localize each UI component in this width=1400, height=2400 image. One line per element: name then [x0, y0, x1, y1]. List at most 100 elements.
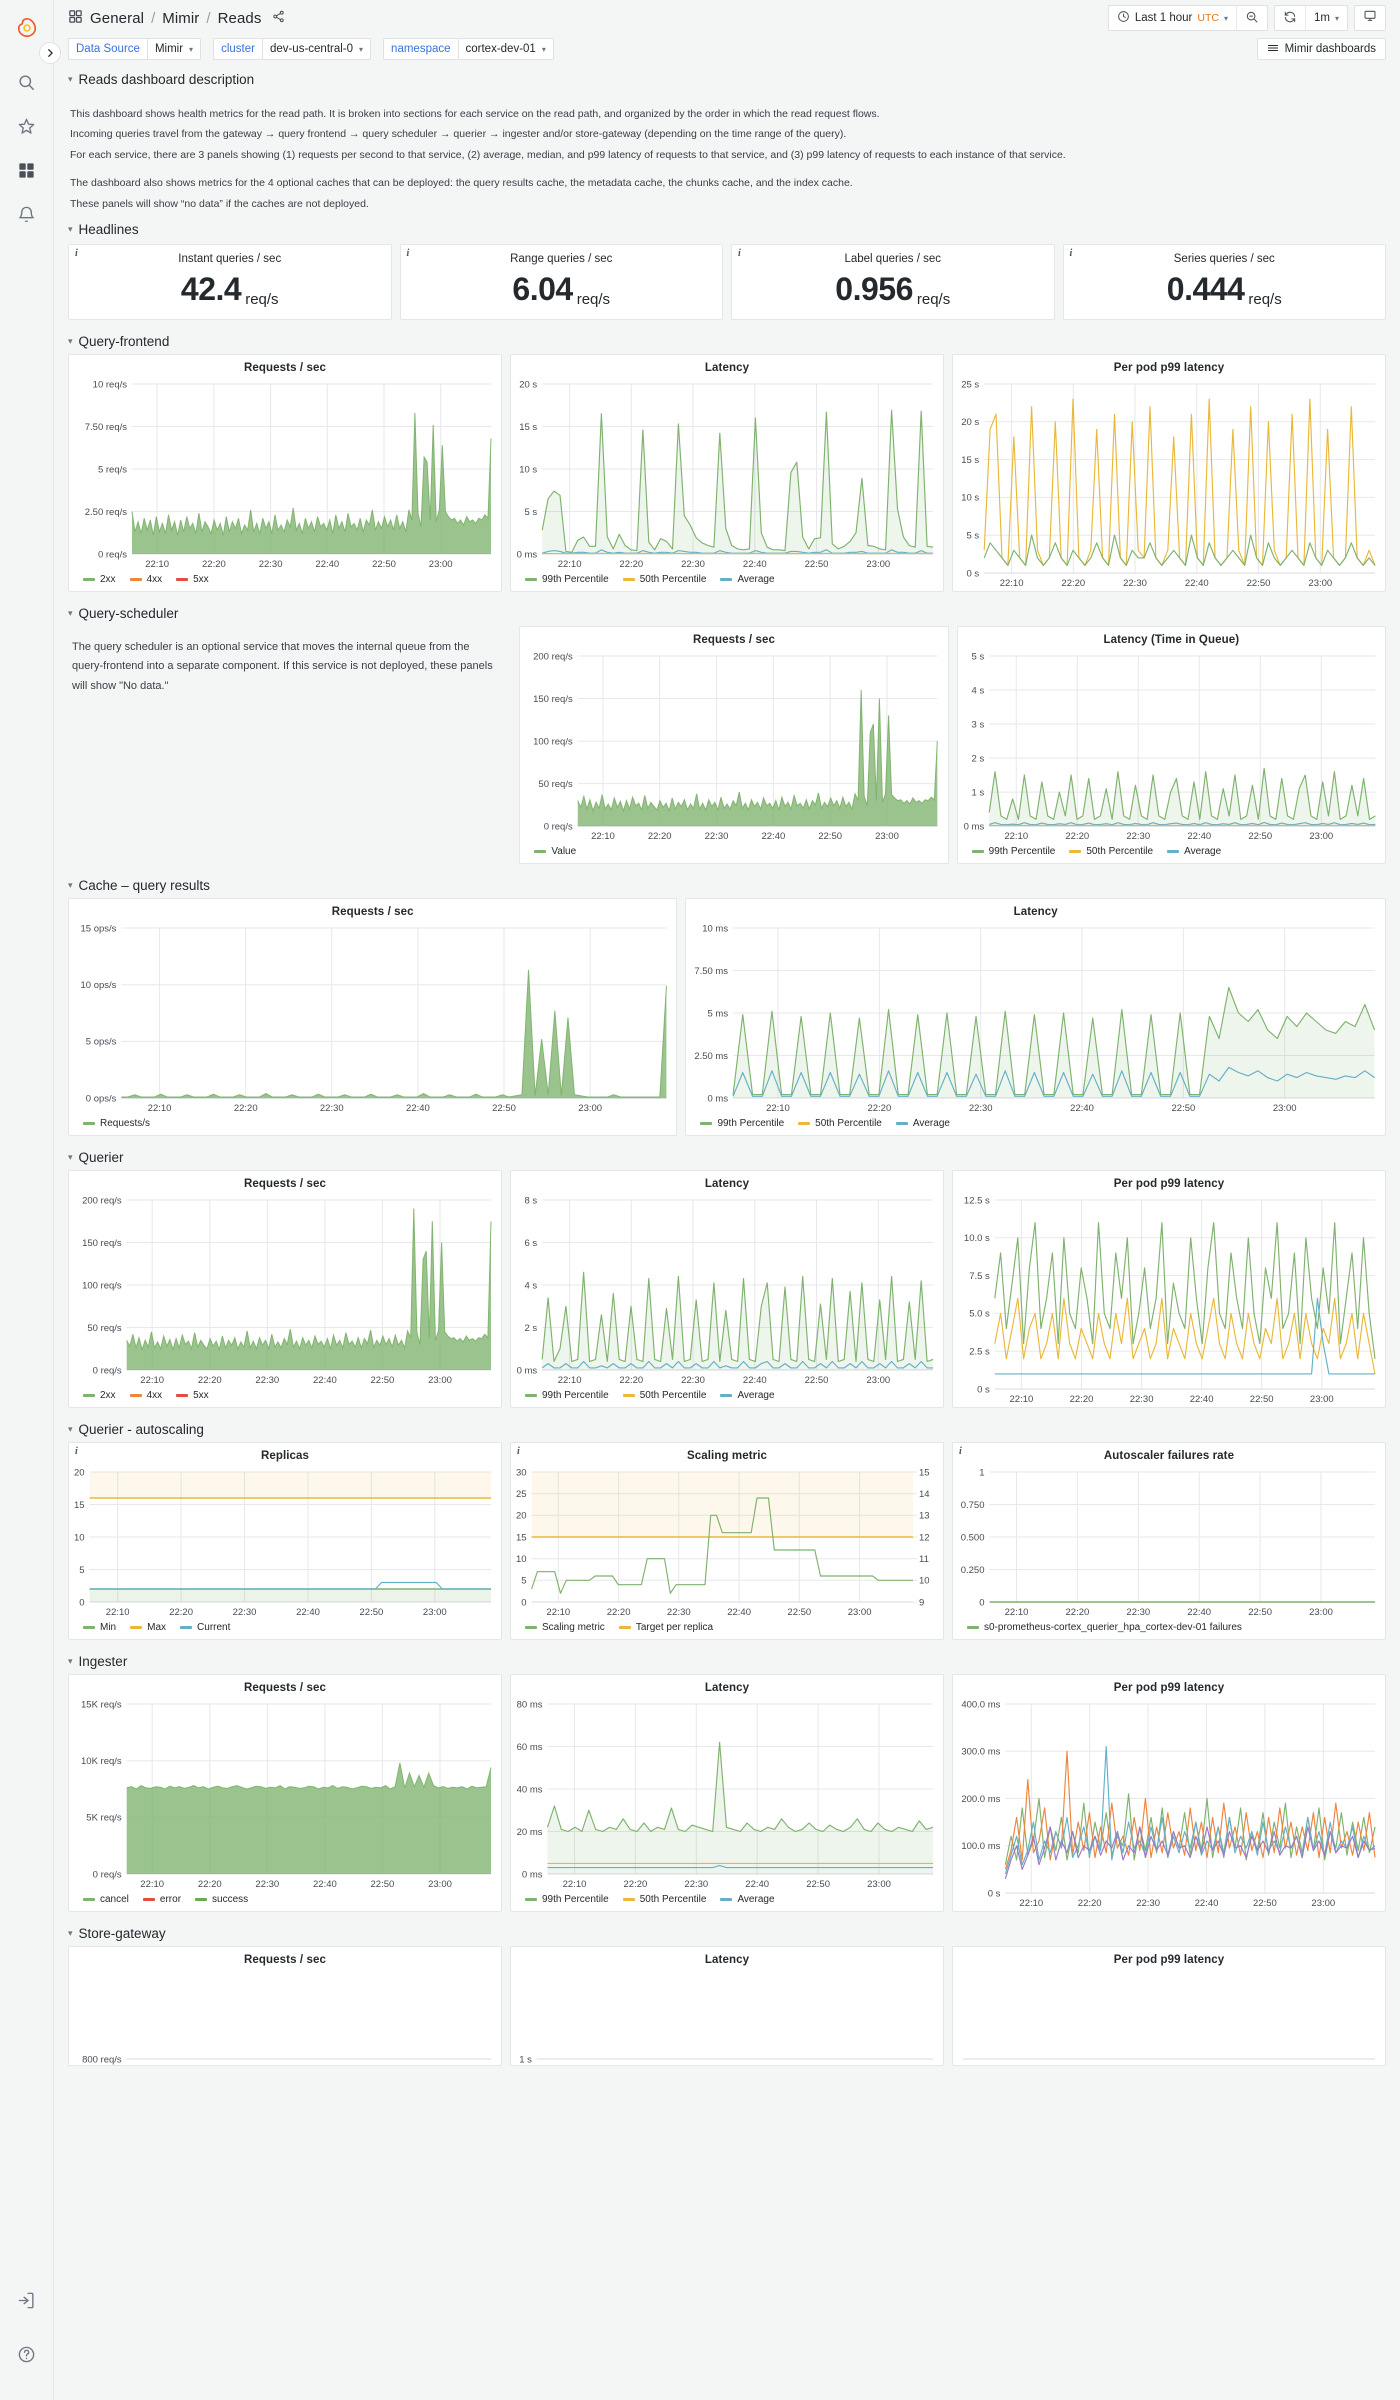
panel-autoscaling-replicas[interactable]: i Replicas 0 5 10 15 20 22:10 22:20 22:30 22:40 22:…	[68, 1442, 502, 1640]
legend-item[interactable]: Average	[720, 1390, 775, 1401]
row-header-query-scheduler[interactable]: ▾ Query-scheduler	[68, 600, 1386, 626]
panel-plot-area[interactable]: 0 req/s 2.50 req/s 5 req/s 7.50 req/s 10 req…	[69, 376, 501, 572]
panel-autoscaling-scaling-metric[interactable]: i Scaling metric 0 5 10 15 20 25 30 9 10 11 12 13 14 15…	[510, 1442, 944, 1640]
legend-item[interactable]: 50th Percentile	[622, 1390, 706, 1401]
info-icon[interactable]: i	[75, 248, 78, 259]
rail-expand-button[interactable]	[39, 42, 61, 64]
legend-item[interactable]: 99th Percentile	[700, 1118, 784, 1129]
refresh-button[interactable]	[1275, 6, 1306, 30]
panel-autoscaling-failures-rate[interactable]: i Autoscaler failures rate 0 0.250 0.500 0.75…	[952, 1442, 1386, 1640]
legend-item[interactable]: Target per replica	[618, 1622, 713, 1633]
stat-panel-instant-queries[interactable]: i Instant queries / sec 42.4 req/s	[68, 244, 392, 320]
panel-plot-area[interactable]: 0 req/s 50 req/s 100 req/s 150 req/s 200 req…	[520, 648, 947, 844]
dashboards-icon[interactable]	[7, 150, 47, 190]
legend-item[interactable]: Scaling metric	[525, 1622, 605, 1633]
legend-item[interactable]: 2xx	[83, 1390, 116, 1401]
panel-plot-area[interactable]: 0 s 5 s 10 s 15 s 20 s 25 s 22:10 22:20 22:30 22:…	[953, 376, 1385, 591]
panel-plot-area[interactable]: 0 ms 2.50 ms 5 ms 7.50 ms 10 ms 22:10 22:20 22:…	[686, 920, 1385, 1116]
variable-value-datasource[interactable]: Mimir ▾	[146, 38, 202, 60]
mimir-dashboards-link[interactable]: Mimir dashboards	[1256, 38, 1386, 60]
panel-plot-area[interactable]: 0 s 2.5 s 5.0 s 7.5 s 10.0 s 12.5 s 22:10 22:20…	[953, 1192, 1385, 1407]
search-icon[interactable]	[7, 62, 47, 102]
panel-cache-latency[interactable]: Latency 0 ms 2.50 ms 5 ms 7.50 ms 10 ms 22:10 2…	[685, 898, 1386, 1136]
stat-panel-series-queries[interactable]: i Series queries / sec 0.444 req/s	[1062, 244, 1386, 320]
legend-item[interactable]: Min	[83, 1622, 116, 1633]
row-header-cache-query-results[interactable]: ▾ Cache – query results	[68, 872, 1386, 898]
legend-item[interactable]: s0-prometheus-cortex_querier_hpa_cortex-…	[967, 1622, 1242, 1633]
time-range-picker[interactable]: Last 1 hour UTC ▾	[1109, 6, 1237, 30]
grafana-logo-icon[interactable]	[7, 8, 47, 48]
panel-plot-area[interactable]: 0 0.250 0.500 0.750 1 22:10 22:20 22:30 22:40 22:…	[953, 1464, 1385, 1620]
info-icon[interactable]: i	[1069, 248, 1073, 259]
info-icon[interactable]: i	[738, 248, 741, 259]
panel-plot-area[interactable]: 0 ms 20 ms 40 ms 60 ms 80 ms 22:10 22:20 22:30 2…	[511, 1696, 943, 1892]
panel-sg-latency[interactable]: Latency 1 s	[510, 1946, 944, 2066]
panel-plot-area[interactable]: 0 5 10 15 20 22:10 22:20 22:30 22:40 22:50 23:00	[69, 1464, 501, 1620]
row-header-querier-autoscaling[interactable]: ▾ Querier - autoscaling	[68, 1416, 1386, 1442]
panel-plot-area[interactable]	[953, 1968, 1385, 2065]
breadcrumb-item-mimir[interactable]: Mimir	[162, 9, 200, 27]
panel-plot-area[interactable]: 0 ms 2 s 4 s 6 s 8 s 22:10 22:20 22:30 22:40 22:5…	[511, 1192, 943, 1388]
starred-icon[interactable]	[7, 106, 47, 146]
legend-item[interactable]: 50th Percentile	[622, 574, 706, 585]
stat-panel-label-queries[interactable]: i Label queries / sec 0.956 req/s	[731, 244, 1055, 320]
legend-item[interactable]: 2xx	[83, 574, 116, 585]
zoom-out-button[interactable]	[1237, 6, 1267, 30]
panel-querier-requests-per-sec[interactable]: Requests / sec 0 req/s 50 req/s 100 req/s 15…	[68, 1170, 502, 1408]
info-icon[interactable]: i	[406, 248, 410, 259]
tv-mode-button[interactable]	[1354, 5, 1386, 31]
legend-item[interactable]: 50th Percentile	[798, 1118, 882, 1129]
panel-plot-area[interactable]: 0 5 10 15 20 25 30 9 10 11 12 13 14 15 22:10 22:20 22:30…	[511, 1464, 943, 1620]
legend-item[interactable]: Requests/s	[83, 1118, 150, 1129]
panel-sg-requests-per-sec[interactable]: Requests / sec 800 req/s	[68, 1946, 502, 2066]
legend-item[interactable]: Value	[534, 846, 576, 857]
row-header-reads-dashboard-description[interactable]: ▾ Reads dashboard description	[68, 66, 1386, 92]
legend-item[interactable]: cancel	[83, 1894, 129, 1905]
legend-item[interactable]: 99th Percentile	[525, 1894, 609, 1905]
legend-item[interactable]: Current	[180, 1622, 230, 1633]
legend-item[interactable]: 4xx	[129, 1390, 162, 1401]
legend-item[interactable]: 4xx	[129, 574, 162, 585]
variable-value-cluster[interactable]: dev-us-central-0 ▾	[261, 38, 372, 60]
legend-item[interactable]: 50th Percentile	[622, 1894, 706, 1905]
panel-plot-area[interactable]: 0 s 100.0 ms 200.0 ms 300.0 ms 400.0 ms 22:10…	[953, 1696, 1385, 1911]
row-header-headlines[interactable]: ▾ Headlines	[68, 216, 1386, 242]
info-icon[interactable]: i	[75, 1446, 78, 1457]
panel-qf-requests-per-sec[interactable]: Requests / sec 0 req/s 2.50 req/s 5 req/s 7.…	[68, 354, 502, 592]
row-header-query-frontend[interactable]: ▾ Query-frontend	[68, 328, 1386, 354]
panel-ingester-requests-per-sec[interactable]: Requests / sec 0 req/s 5K req/s 10K req/s 15…	[68, 1674, 502, 1912]
breadcrumb-item-general[interactable]: General	[90, 9, 145, 27]
variable-value-namespace[interactable]: cortex-dev-01 ▾	[457, 38, 554, 60]
panel-qf-latency[interactable]: Latency 0 ms 5 s 10 s 15 s 20 s 22:10 22:20 22:3…	[510, 354, 944, 592]
panel-plot-area[interactable]: 800 req/s	[69, 1968, 501, 2065]
legend-item[interactable]: 99th Percentile	[525, 574, 609, 585]
help-icon[interactable]	[7, 2334, 47, 2374]
breadcrumb-item-reads[interactable]: Reads	[217, 9, 262, 27]
panel-qs-latency-time-in-queue[interactable]: Latency (Time in Queue) 0 ms 1 s 2 s 3 s 4 s 5…	[956, 626, 1386, 864]
legend-item[interactable]: Average	[720, 1894, 775, 1905]
legend-item[interactable]: Max	[130, 1622, 166, 1633]
panel-plot-area[interactable]: 0 req/s 5K req/s 10K req/s 15K req/s 22:10 22…	[69, 1696, 501, 1892]
panel-ingester-per-pod-p99[interactable]: Per pod p99 latency 0 s 100.0 ms 200.0 ms 30…	[952, 1674, 1386, 1912]
refresh-interval-picker[interactable]: 1m ▾	[1306, 6, 1347, 30]
row-header-ingester[interactable]: ▾ Ingester	[68, 1648, 1386, 1674]
panel-qf-per-pod-p99[interactable]: Per pod p99 latency 0 s 5 s 10 s 15 s 20 s 25 …	[952, 354, 1386, 592]
share-icon[interactable]	[272, 10, 285, 27]
panel-plot-area[interactable]: 0 ms 5 s 10 s 15 s 20 s 22:10 22:20 22:30 22:40 2…	[511, 376, 943, 572]
panel-qs-requests-per-sec[interactable]: Requests / sec 0 req/s 50 req/s 100 req/s 15…	[519, 626, 949, 864]
panel-sg-per-pod-p99[interactable]: Per pod p99 latency	[952, 1946, 1386, 2066]
panel-querier-per-pod-p99[interactable]: Per pod p99 latency 0 s 2.5 s 5.0 s 7.5 s 10.…	[952, 1170, 1386, 1408]
row-header-store-gateway[interactable]: ▾ Store-gateway	[68, 1920, 1386, 1946]
panel-plot-area[interactable]: 1 s	[511, 1968, 943, 2065]
legend-item[interactable]: success	[195, 1894, 248, 1905]
legend-item[interactable]: Average	[720, 574, 775, 585]
legend-item[interactable]: 5xx	[176, 1390, 209, 1401]
legend-item[interactable]: 99th Percentile	[971, 846, 1055, 857]
legend-item[interactable]: Average	[895, 1118, 950, 1129]
info-icon[interactable]: i	[959, 1446, 962, 1457]
panel-plot-area[interactable]: 0 req/s 50 req/s 100 req/s 150 req/s 200 req…	[69, 1192, 501, 1388]
panel-cache-requests-per-sec[interactable]: Requests / sec 0 ops/s 5 ops/s 10 ops/s 15 o…	[68, 898, 678, 1136]
stat-panel-range-queries[interactable]: i Range queries / sec 6.04 req/s	[399, 244, 723, 320]
panel-ingester-latency[interactable]: Latency 0 ms 20 ms 40 ms 60 ms 80 ms 22:10 22:2…	[510, 1674, 944, 1912]
panel-plot-area[interactable]: 0 ms 1 s 2 s 3 s 4 s 5 s 22:10 22:20 22:30 22:40 2…	[958, 648, 1385, 844]
